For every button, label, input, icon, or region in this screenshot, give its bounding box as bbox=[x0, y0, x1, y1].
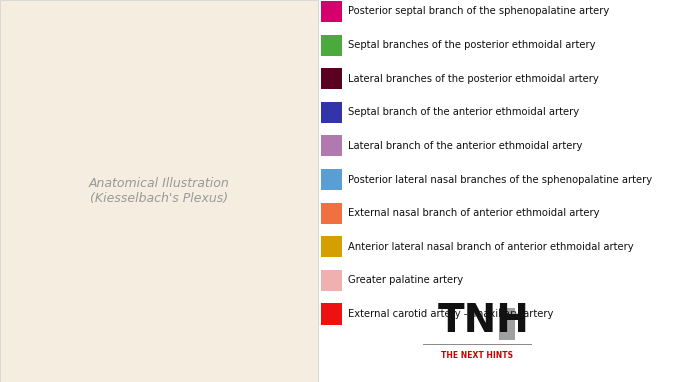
FancyBboxPatch shape bbox=[322, 270, 342, 291]
FancyBboxPatch shape bbox=[500, 308, 515, 340]
Text: Posterior septal branch of the sphenopalatine artery: Posterior septal branch of the sphenopal… bbox=[348, 6, 609, 16]
FancyBboxPatch shape bbox=[322, 35, 342, 55]
Text: Lateral branches of the posterior ethmoidal artery: Lateral branches of the posterior ethmoi… bbox=[348, 74, 599, 84]
Text: Lateral branch of the anterior ethmoidal artery: Lateral branch of the anterior ethmoidal… bbox=[348, 141, 583, 151]
Text: External nasal branch of anterior ethmoidal artery: External nasal branch of anterior ethmoi… bbox=[348, 208, 599, 218]
FancyBboxPatch shape bbox=[322, 1, 342, 22]
FancyBboxPatch shape bbox=[322, 169, 342, 190]
Text: Greater palatine artery: Greater palatine artery bbox=[348, 275, 463, 285]
Text: THE NEXT HINTS: THE NEXT HINTS bbox=[441, 351, 513, 360]
Text: Septal branch of the anterior ethmoidal artery: Septal branch of the anterior ethmoidal … bbox=[348, 107, 579, 117]
Text: TNH: TNH bbox=[438, 302, 530, 340]
Text: Septal branches of the posterior ethmoidal artery: Septal branches of the posterior ethmoid… bbox=[348, 40, 596, 50]
Text: Posterior lateral nasal branches of the sphenopalatine artery: Posterior lateral nasal branches of the … bbox=[348, 175, 652, 185]
Text: External carotid artery -  maxillary artery: External carotid artery - maxillary arte… bbox=[348, 309, 553, 319]
FancyBboxPatch shape bbox=[0, 0, 318, 382]
Text: Anterior lateral nasal branch of anterior ethmoidal artery: Anterior lateral nasal branch of anterio… bbox=[348, 242, 633, 252]
FancyBboxPatch shape bbox=[322, 303, 342, 324]
FancyBboxPatch shape bbox=[322, 136, 342, 157]
FancyBboxPatch shape bbox=[322, 203, 342, 224]
FancyBboxPatch shape bbox=[322, 236, 342, 257]
FancyBboxPatch shape bbox=[322, 102, 342, 123]
FancyBboxPatch shape bbox=[322, 68, 342, 89]
Text: Anatomical Illustration
(Kiesselbach's Plexus): Anatomical Illustration (Kiesselbach's P… bbox=[88, 177, 230, 205]
